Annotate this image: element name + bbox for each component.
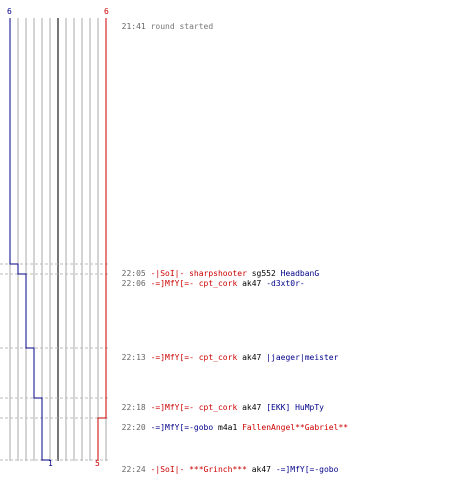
killer-name: -=]MfY[=- cpt_cork (150, 279, 238, 288)
blue-end-count: 1 (48, 459, 53, 468)
red-end-count: 5 (95, 459, 100, 468)
kill-event-row: 22:06 -=]MfY[=- cpt_cork ak47 -d3xt0r- (112, 269, 305, 289)
kill-event-row: 22:20 -=]MfY[=-gobo m4a1 FallenAngel**Ga… (112, 413, 348, 433)
blue-team-alive-line (9, 18, 50, 461)
victim-name: [EKK] HuMpTy (266, 403, 324, 412)
killer-name: -|SoI|- sharpshooter (150, 269, 247, 278)
kill-event-row: 22:05 -|SoI|- sharpshooter sg552 Headban… (112, 259, 320, 279)
event-time: 22:13 (121, 353, 146, 362)
event-time: 21:41 (121, 22, 146, 31)
player-grid-lines (9, 18, 107, 461)
weapon-name: m4a1 (218, 423, 238, 432)
round-start-line: 21:41 round started (112, 12, 214, 32)
victim-name: HeadbanG (280, 269, 320, 278)
weapon-name: ak47 (242, 403, 262, 412)
weapon-name: sg552 (251, 269, 276, 278)
event-time: 22:06 (121, 279, 146, 288)
kill-event-row: 22:18 -=]MfY[=- cpt_cork ak47 [EKK] HuMp… (112, 393, 324, 413)
red-team-alive-line (97, 18, 107, 460)
killer-name: -|SoI|- ***Grinch*** (150, 465, 247, 474)
killer-name: -=]MfY[=- cpt_cork (150, 403, 238, 412)
event-time: 22:20 (121, 423, 146, 432)
red-start-count: 6 (104, 7, 109, 16)
event-time: 22:24 (121, 465, 146, 474)
event-dash-lines (0, 263, 110, 461)
victim-name: |jaeger|meister (266, 353, 339, 362)
killer-name: -=]MfY[=- cpt_cork (150, 353, 238, 362)
killer-name: -=]MfY[=-gobo (150, 423, 214, 432)
event-time: 22:18 (121, 403, 146, 412)
blue-start-count: 6 (7, 7, 12, 16)
kill-event-row: 22:24 -|SoI|- ***Grinch*** ak47 -=]MfY[=… (112, 455, 339, 475)
round-start-text: round started (150, 22, 214, 31)
victim-name: FallenAngel**Gabriel** (242, 423, 349, 432)
event-time: 22:05 (121, 269, 146, 278)
victim-name: -d3xt0r- (266, 279, 305, 288)
kill-event-row: 22:13 -=]MfY[=- cpt_cork ak47 |jaeger|me… (112, 343, 339, 363)
weapon-name: ak47 (242, 353, 262, 362)
weapon-name: ak47 (251, 465, 271, 474)
weapon-name: ak47 (242, 279, 262, 288)
victim-name: -=]MfY[=-gobo (275, 465, 339, 474)
